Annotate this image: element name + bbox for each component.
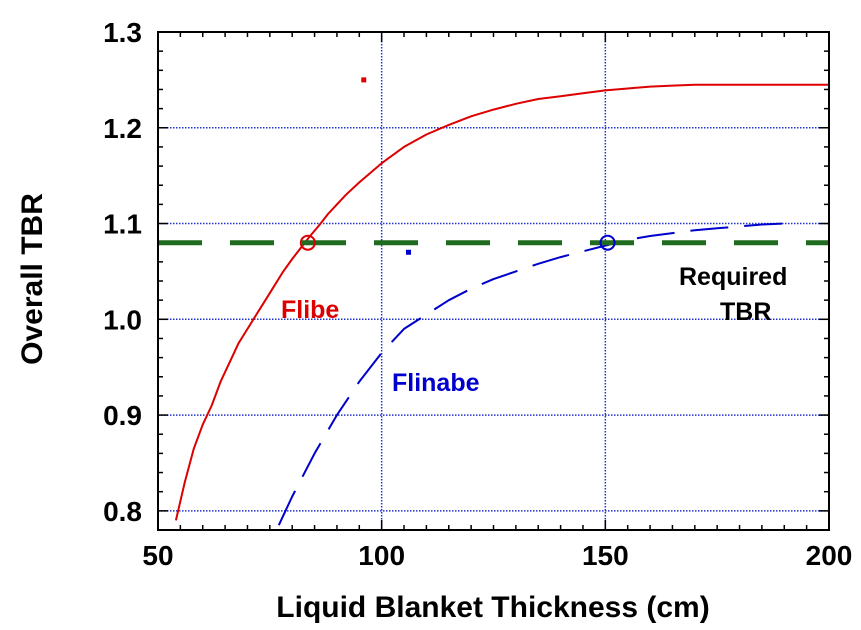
marker-flibe [299,234,316,251]
stray-point [361,77,367,83]
grid-lines [158,32,829,530]
y-axis-label: Overall TBR [16,193,49,365]
x-tick-label: 200 [806,540,853,571]
plot-frame [157,31,830,531]
x-tick-label: 50 [142,540,173,571]
annotation-flibe: Flibe [281,296,339,324]
annotation-required-line1: Required [679,263,787,291]
series-line-flinabe [277,222,785,526]
y-tick-label: 0.9 [103,400,142,431]
marker-flinabe [599,234,616,251]
stray-point [406,249,412,255]
x-tick-label: 100 [358,540,405,571]
x-axis-label: Liquid Blanket Thickness (cm) [276,591,709,624]
data-markers [299,77,616,255]
y-tick-label: 0.8 [103,496,142,527]
series-lines [158,83,829,526]
x-tick-label: 150 [582,540,629,571]
series-line-flibe [174,83,829,521]
y-tick-label: 1.0 [103,304,142,335]
annotation-required-line2: TBR [720,298,771,326]
y-tick-label: 1.2 [103,113,142,144]
y-tick-label: 1.3 [103,17,142,48]
tick-labels: 50 100 150 200 0.8 0.9 1.0 1.1 1.2 1.3 [103,17,852,571]
y-tick-label: 1.1 [103,209,142,240]
annotation-flinabe: Flinabe [392,369,480,397]
